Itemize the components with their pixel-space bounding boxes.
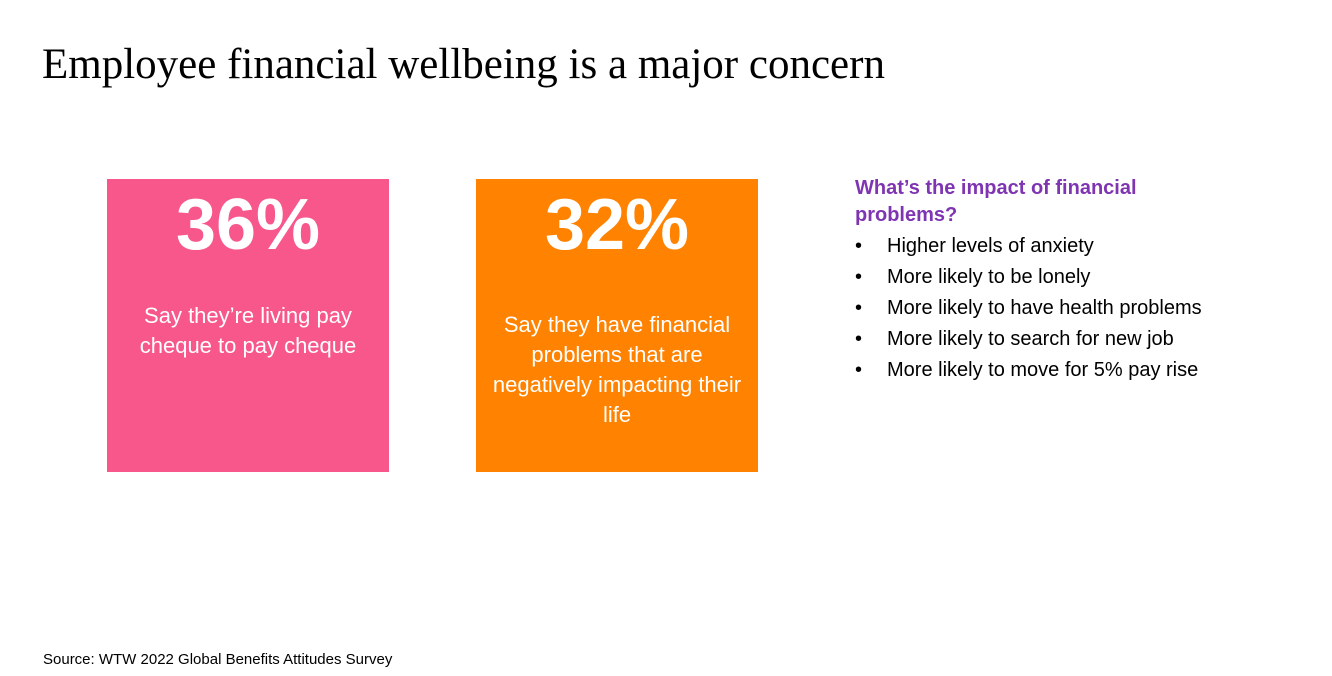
list-item: • More likely to move for 5% pay rise bbox=[855, 355, 1295, 386]
stat-description: Say they’re living pay cheque to pay che… bbox=[139, 303, 357, 358]
stat-card-living-paycheque: 36% Say they’re living pay cheque to pay… bbox=[107, 179, 389, 472]
stat-value: 32% bbox=[544, 185, 690, 265]
list-item: • More likely to be lonely bbox=[855, 262, 1295, 293]
bullet-icon: • bbox=[855, 297, 863, 319]
slide-title: Employee financial wellbeing is a major … bbox=[42, 41, 885, 88]
stat-description: Say they have financial problems that ar… bbox=[492, 312, 742, 427]
list-item: • More likely to have health problems bbox=[855, 293, 1295, 324]
bullet-icon: • bbox=[855, 266, 863, 288]
list-item: • More likely to search for new job bbox=[855, 324, 1295, 355]
stat-card-financial-problems: 32% Say they have financial problems tha… bbox=[476, 179, 758, 472]
impact-list: • Higher levels of anxiety • More likely… bbox=[855, 231, 1295, 386]
list-item-text: Higher levels of anxiety bbox=[887, 235, 1094, 257]
stat-value: 36% bbox=[175, 185, 321, 265]
impact-panel: What’s the impact of financial problems?… bbox=[855, 175, 1295, 386]
bullet-icon: • bbox=[855, 235, 863, 257]
impact-heading: What’s the impact of financial problems? bbox=[855, 177, 1137, 226]
list-item: • Higher levels of anxiety bbox=[855, 231, 1295, 262]
bullet-icon: • bbox=[855, 328, 863, 350]
list-item-text: More likely to move for 5% pay rise bbox=[887, 359, 1199, 381]
source-note: Source: WTW 2022 Global Benefits Attitud… bbox=[43, 651, 393, 668]
list-item-text: More likely to have health problems bbox=[887, 297, 1202, 319]
list-item-text: More likely to be lonely bbox=[887, 266, 1091, 288]
bullet-icon: • bbox=[855, 359, 863, 381]
list-item-text: More likely to search for new job bbox=[887, 328, 1174, 350]
